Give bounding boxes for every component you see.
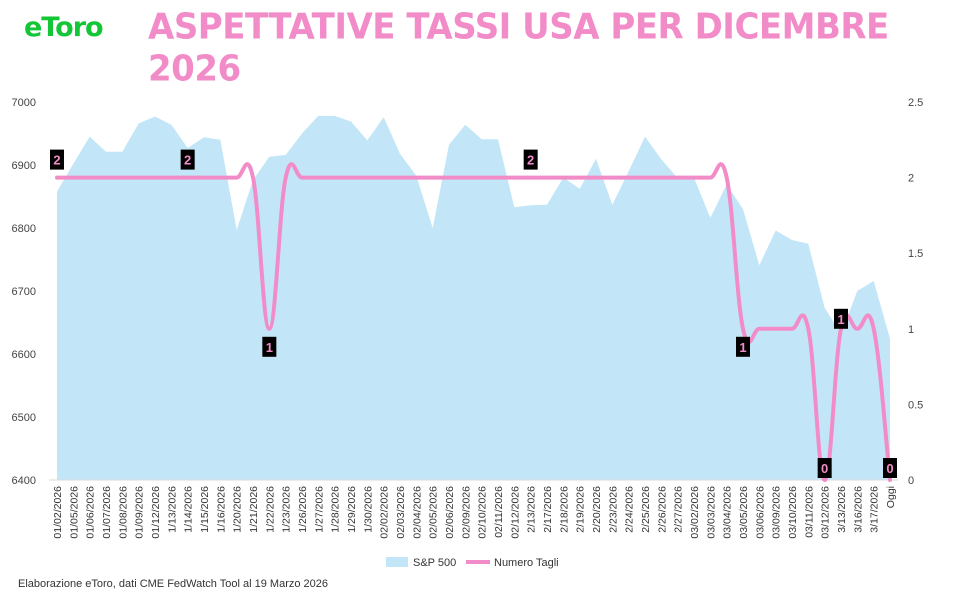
left-axis-tick-label: 6600 (12, 349, 36, 361)
right-axis-tick-label: 2.5 (908, 97, 923, 109)
x-axis-tick-label: 02/09/2026 (460, 486, 472, 539)
source-footer: Elaborazione eToro, dati CME FedWatch To… (18, 578, 328, 590)
data-label: 0 (886, 461, 893, 476)
x-axis-tick-label: 3/16/2026 (852, 486, 864, 533)
x-axis-tick-label: 1/21/2026 (248, 486, 260, 533)
data-label: 1 (739, 340, 746, 355)
data-label: 1 (837, 312, 844, 327)
x-axis-tick-label: 1/28/2026 (330, 486, 342, 533)
data-label-box (834, 308, 848, 329)
x-axis-tick-label: 01/07/2026 (101, 486, 113, 539)
x-axis-tick-label: 02/03/2026 (395, 486, 407, 539)
x-axis-tick-label: 2/25/2026 (640, 486, 652, 533)
data-label-box (50, 149, 64, 170)
x-axis-tick-label: 03/04/2026 (722, 486, 734, 539)
x-axis-tick-label: 2/20/2026 (591, 486, 603, 533)
x-axis-tick-label: 01/12/2026 (150, 486, 162, 539)
right-axis-tick-label: 1.5 (908, 248, 923, 260)
x-axis-tick-label: 1/26/2026 (297, 486, 309, 533)
x-axis-tick-label: 02/02/2026 (379, 486, 391, 539)
x-axis-tick-label: 03/03/2026 (705, 486, 717, 539)
x-axis-tick-label: 1/14/2026 (183, 486, 195, 533)
x-axis-tick-label: 1/23/2026 (281, 486, 293, 533)
x-axis-tick-label: 03/02/2026 (689, 486, 701, 539)
right-axis-tick-label: 2 (908, 173, 914, 185)
x-axis-tick-label: 2/17/2026 (542, 486, 554, 533)
data-label: 2 (53, 153, 60, 168)
legend-swatch-sp500 (386, 557, 408, 567)
chart-title: ASPETTATIVE TASSI USA PER DICEMBRE 2026 (148, 6, 889, 90)
left-axis-tick-label: 7000 (12, 97, 36, 109)
x-axis-tick-label: 1/13/2026 (166, 486, 178, 533)
x-axis-tick-label: 1/29/2026 (346, 486, 358, 533)
x-axis-tick-label: 2/18/2026 (558, 486, 570, 533)
x-axis-tick-label: 02/05/2026 (428, 486, 440, 539)
legend-label-sp500: S&P 500 (413, 557, 456, 569)
data-label-box (262, 336, 277, 357)
x-axis-tick-label: 2/24/2026 (624, 486, 636, 533)
data-label-box (883, 458, 897, 478)
x-axis-tick-label: 01/09/2026 (134, 486, 146, 539)
x-axis-tick-label: 1/20/2026 (232, 486, 244, 533)
cuts-line (55, 162, 892, 482)
data-label-box (736, 336, 750, 357)
x-axis-tick-label: 1/27/2026 (313, 486, 325, 533)
x-axis-tick-label: 03/05/2026 (738, 486, 750, 539)
data-label: 1 (266, 340, 273, 355)
right-axis-tick-label: 0.5 (908, 399, 923, 411)
x-axis-tick-label: 03/06/2026 (754, 486, 766, 539)
x-axis-tick-label: 02/06/2026 (444, 486, 456, 539)
x-axis-tick-label: 1/15/2026 (199, 486, 211, 533)
left-axis-tick-label: 6800 (12, 223, 36, 235)
x-axis-tick-label: 02/11/2026 (493, 486, 505, 538)
left-axis-tick-label: 6900 (12, 160, 36, 172)
x-axis-tick-label: 1/30/2026 (362, 486, 374, 533)
x-axis-tick-label: 02/10/2026 (477, 486, 489, 539)
right-axis-tick-label: 0 (908, 475, 914, 487)
x-axis-tick-label: 1/22/2026 (264, 486, 276, 533)
x-axis-tick-label: Oggi (885, 486, 897, 508)
data-label-box (180, 149, 195, 170)
x-axis-tick-label: 3/17/2026 (869, 486, 881, 533)
data-label-box (817, 458, 832, 478)
x-axis-tick-label: 01/08/2026 (117, 486, 129, 539)
data-label-box (523, 149, 538, 170)
x-axis-tick-label: 2/23/2026 (607, 486, 619, 533)
x-axis-tick-label: 03/12/2026 (820, 486, 832, 539)
x-axis-tick-label: 03/10/2026 (787, 486, 799, 539)
data-label: 2 (527, 153, 534, 168)
sp500-area (57, 115, 890, 481)
left-axis-tick-label: 6700 (12, 286, 36, 298)
x-axis-tick-label: 03/11/2026 (803, 486, 815, 538)
x-axis-tick-label: 2/26/2026 (656, 486, 668, 533)
data-label: 2 (184, 153, 191, 168)
left-axis-tick-label: 6400 (12, 475, 36, 487)
data-label: 0 (821, 461, 828, 476)
left-axis-tick-label: 6500 (12, 412, 36, 424)
x-axis-tick-label: 03/09/2026 (771, 486, 783, 539)
x-axis-tick-label: 3/13/2026 (836, 486, 848, 533)
x-axis-tick-label: 2/19/2026 (575, 486, 587, 533)
x-axis-tick-label: 2/27/2026 (673, 486, 685, 533)
legend-label-cuts: Numero Tagli (494, 557, 559, 569)
x-axis-tick-label: 01/05/2026 (68, 486, 80, 539)
right-axis-tick-label: 1 (908, 324, 914, 336)
x-axis-tick-label: 02/04/2026 (411, 486, 423, 539)
x-axis-tick-label: 1/16/2026 (215, 486, 227, 533)
etoro-logo: eToro (24, 12, 104, 43)
x-axis-tick-label: 2/13/2026 (526, 486, 538, 533)
x-axis-tick-label: 01/02/2026 (52, 486, 64, 539)
x-axis-tick-label: 01/06/2026 (85, 486, 97, 539)
x-axis-tick-label: 02/12/2026 (509, 486, 521, 539)
